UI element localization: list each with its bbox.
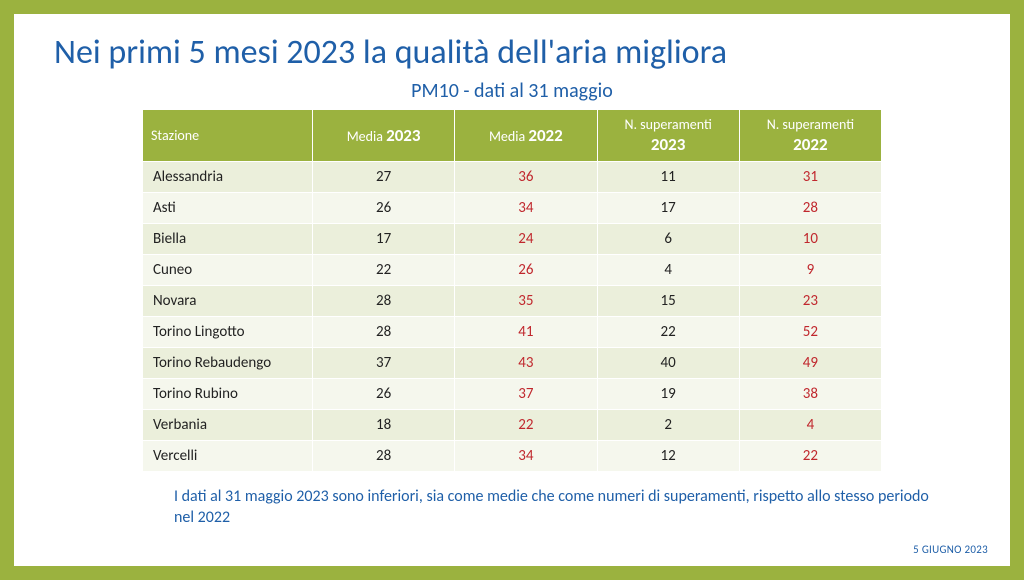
cell-media-2023: 22 xyxy=(313,254,455,285)
cell-station: Biella xyxy=(143,223,313,254)
cell-sup-2022: 10 xyxy=(739,223,881,254)
cell-sup-2023: 6 xyxy=(597,223,739,254)
cell-sup-2022: 9 xyxy=(739,254,881,285)
cell-sup-2022: 28 xyxy=(739,192,881,223)
table-row: Alessandria27361131 xyxy=(143,161,882,192)
cell-media-2022: 35 xyxy=(455,285,597,316)
cell-sup-2022: 4 xyxy=(739,409,881,440)
cell-sup-2023: 11 xyxy=(597,161,739,192)
cell-media-2023: 26 xyxy=(313,192,455,223)
cell-media-2023: 18 xyxy=(313,409,455,440)
col-header-station: Stazione xyxy=(143,110,313,162)
table-container: Stazione Media 2023 Media 2022 N. supera… xyxy=(142,109,882,472)
cell-sup-2023: 15 xyxy=(597,285,739,316)
table-row: Cuneo222649 xyxy=(143,254,882,285)
cell-media-2023: 17 xyxy=(313,223,455,254)
col-header-sup-2022: N. superamenti 2022 xyxy=(739,110,881,162)
cell-sup-2022: 23 xyxy=(739,285,881,316)
cell-sup-2023: 22 xyxy=(597,316,739,347)
cell-media-2022: 24 xyxy=(455,223,597,254)
table-row: Verbania182224 xyxy=(143,409,882,440)
cell-media-2022: 37 xyxy=(455,378,597,409)
table-row: Asti26341728 xyxy=(143,192,882,223)
cell-sup-2022: 31 xyxy=(739,161,881,192)
cell-media-2022: 43 xyxy=(455,347,597,378)
cell-sup-2023: 40 xyxy=(597,347,739,378)
cell-sup-2022: 38 xyxy=(739,378,881,409)
cell-media-2023: 28 xyxy=(313,316,455,347)
cell-sup-2023: 2 xyxy=(597,409,739,440)
cell-station: Novara xyxy=(143,285,313,316)
table-row: Novara28351523 xyxy=(143,285,882,316)
cell-station: Torino Lingotto xyxy=(143,316,313,347)
col-header-text: Media xyxy=(489,128,528,145)
slide-title: Nei primi 5 mesi 2023 la qualità dell'ar… xyxy=(54,32,970,73)
cell-media-2023: 28 xyxy=(313,285,455,316)
cell-media-2022: 34 xyxy=(455,440,597,471)
col-header-text: N. superamenti xyxy=(624,116,711,133)
table-row: Torino Rebaudengo37434049 xyxy=(143,347,882,378)
slide-frame: Nei primi 5 mesi 2023 la qualità dell'ar… xyxy=(0,0,1024,580)
cell-sup-2022: 49 xyxy=(739,347,881,378)
table-body: Alessandria27361131Asti26341728Biella172… xyxy=(143,161,882,471)
col-header-year: 2022 xyxy=(528,125,562,146)
col-header-media-2023: Media 2023 xyxy=(313,110,455,162)
cell-media-2023: 27 xyxy=(313,161,455,192)
cell-station: Vercelli xyxy=(143,440,313,471)
cell-sup-2023: 12 xyxy=(597,440,739,471)
col-header-media-2022: Media 2022 xyxy=(455,110,597,162)
cell-sup-2022: 52 xyxy=(739,316,881,347)
col-header-sup-2023: N. superamenti 2023 xyxy=(597,110,739,162)
cell-sup-2022: 22 xyxy=(739,440,881,471)
cell-media-2023: 37 xyxy=(313,347,455,378)
col-header-year: 2023 xyxy=(651,134,685,155)
footnote: I dati al 31 maggio 2023 sono inferiori,… xyxy=(174,486,934,529)
slide-subtitle: PM10 - dati al 31 maggio xyxy=(54,79,970,103)
col-header-year: 2023 xyxy=(386,125,420,146)
cell-media-2022: 41 xyxy=(455,316,597,347)
cell-media-2022: 26 xyxy=(455,254,597,285)
cell-media-2022: 22 xyxy=(455,409,597,440)
date-mark: 5 GIUGNO 2023 xyxy=(913,543,988,556)
cell-station: Verbania xyxy=(143,409,313,440)
cell-media-2022: 34 xyxy=(455,192,597,223)
col-header-year: 2022 xyxy=(793,134,827,155)
table-row: Biella1724610 xyxy=(143,223,882,254)
cell-station: Asti xyxy=(143,192,313,223)
table-row: Vercelli28341222 xyxy=(143,440,882,471)
table-row: Torino Rubino26371938 xyxy=(143,378,882,409)
cell-media-2022: 36 xyxy=(455,161,597,192)
cell-station: Cuneo xyxy=(143,254,313,285)
col-header-text: Media xyxy=(347,128,386,145)
cell-sup-2023: 19 xyxy=(597,378,739,409)
pm10-table: Stazione Media 2023 Media 2022 N. supera… xyxy=(142,109,882,472)
table-row: Torino Lingotto28412252 xyxy=(143,316,882,347)
cell-sup-2023: 4 xyxy=(597,254,739,285)
cell-station: Alessandria xyxy=(143,161,313,192)
col-header-text: N. superamenti xyxy=(767,116,854,133)
cell-media-2023: 28 xyxy=(313,440,455,471)
cell-media-2023: 26 xyxy=(313,378,455,409)
cell-station: Torino Rebaudengo xyxy=(143,347,313,378)
cell-sup-2023: 17 xyxy=(597,192,739,223)
cell-station: Torino Rubino xyxy=(143,378,313,409)
